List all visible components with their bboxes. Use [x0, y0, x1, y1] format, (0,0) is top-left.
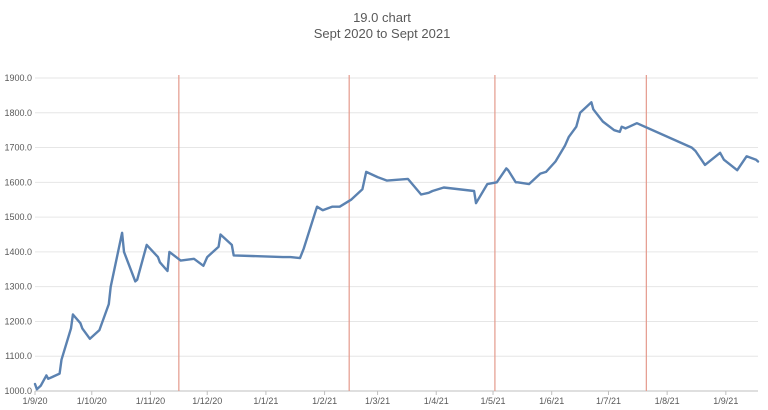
chart-subtitle: Sept 2020 to Sept 2021: [314, 26, 451, 41]
x-tick-label: 1/8/21: [655, 396, 680, 406]
x-tick-label: 1/7/21: [596, 396, 621, 406]
series-group: [33, 101, 760, 391]
x-tick-label: 1/9/20: [22, 396, 47, 406]
x-tick-label: 1/6/21: [539, 396, 564, 406]
x-axis: 1/9/20 1/10/20 1/11/20 1/12/20 1/1/21 1/2/21 1…: [22, 390, 758, 406]
chart-title: 19.0 chart: [353, 10, 411, 25]
y-tick-label: 1700.0: [4, 143, 32, 153]
x-tick-label: 1/3/21: [365, 396, 390, 406]
x-tick-label: 1/5/21: [481, 396, 506, 406]
x-tick-label: 1/4/21: [424, 396, 449, 406]
vertical-marker-lines: [178, 75, 647, 391]
x-tick-label: 1/9/21: [713, 396, 738, 406]
y-tick-label: 1600.0: [4, 177, 32, 187]
y-tick-label: 1900.0: [4, 73, 32, 83]
y-axis-tick-labels: 1000.0 1100.0 1200.0 1300.0 1400.0 1500.0 1600…: [4, 73, 32, 396]
x-tick-label: 1/2/21: [312, 396, 337, 406]
x-tick-label: 1/10/20: [77, 396, 107, 406]
series-line: [33, 101, 760, 391]
x-tick-label: 1/1/21: [253, 396, 278, 406]
y-tick-label: 1300.0: [4, 282, 32, 292]
y-tick-label: 1100.0: [5, 351, 32, 361]
x-tick-label: 1/11/20: [136, 396, 165, 406]
y-tick-label: 1500.0: [4, 212, 32, 222]
y-tick-label: 1800.0: [4, 108, 32, 118]
y-tick-label: 1200.0: [4, 316, 32, 326]
gridlines: [35, 77, 758, 392]
y-tick-label: 1400.0: [4, 247, 32, 257]
y-tick-label: 1000.0: [4, 386, 32, 396]
x-tick-label: 1/12/20: [192, 396, 222, 406]
